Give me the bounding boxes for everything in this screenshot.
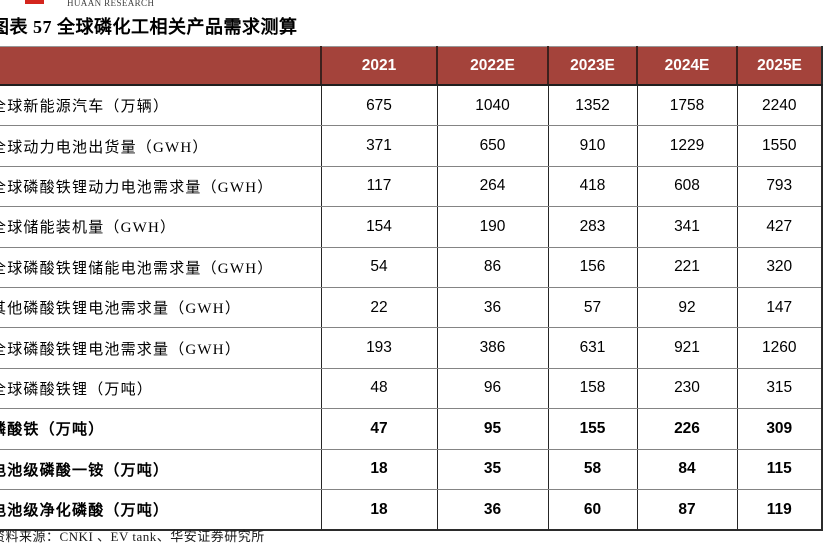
cell-value: 57 xyxy=(547,287,637,329)
row-label: 磷酸铁（万吨） xyxy=(0,408,321,450)
cell-value: 155 xyxy=(547,408,637,450)
cell-value: 119 xyxy=(736,489,823,532)
cell-value: 1550 xyxy=(736,125,823,167)
cell-value: 54 xyxy=(320,247,437,288)
cell-value: 631 xyxy=(547,327,637,369)
table-row: 全球磷酸铁锂动力电池需求量（GWH） 117 264 418 608 793 xyxy=(0,166,823,208)
row-label: 全球动力电池出货量（GWH） xyxy=(0,125,321,167)
cell-value: 675 xyxy=(320,85,437,127)
cell-value: 226 xyxy=(636,408,737,450)
table-header: 2021 2022E 2023E 2024E 2025E xyxy=(0,46,823,86)
table-row: 电池级净化磷酸（万吨） 18 36 60 87 119 xyxy=(0,489,823,532)
cell-value: 1229 xyxy=(636,125,737,167)
cell-value: 371 xyxy=(320,125,437,167)
row-label: 全球磷酸铁锂（万吨） xyxy=(0,368,321,410)
column-header-2024e: 2024E xyxy=(636,46,737,86)
cell-value: 36 xyxy=(436,287,548,329)
cell-value: 156 xyxy=(547,247,637,288)
cell-value: 418 xyxy=(547,166,637,208)
row-label: 全球磷酸铁锂储能电池需求量（GWH） xyxy=(0,247,321,288)
cell-value: 18 xyxy=(320,449,437,490)
cell-value: 47 xyxy=(320,408,437,450)
cell-value: 84 xyxy=(636,449,737,490)
table-row: 全球磷酸铁锂储能电池需求量（GWH） 54 86 156 221 320 xyxy=(0,247,823,288)
cell-value: 793 xyxy=(736,166,823,208)
row-label: 全球储能装机量（GWH） xyxy=(0,206,321,248)
row-label: 其他磷酸铁锂电池需求量（GWH） xyxy=(0,287,321,329)
source-note: 资料来源：CNKI 、EV tank、华安证券研究所 xyxy=(0,529,265,544)
table-row: 电池级磷酸一铵（万吨） 18 35 58 84 115 xyxy=(0,449,823,490)
cell-value: 1352 xyxy=(547,85,637,127)
cell-value: 283 xyxy=(547,206,637,248)
cell-value: 1260 xyxy=(736,327,823,369)
column-header-2022e: 2022E xyxy=(436,46,548,86)
cell-value: 86 xyxy=(436,247,548,288)
cell-value: 115 xyxy=(736,449,823,490)
column-header-2025e: 2025E xyxy=(736,46,823,86)
table-body: 全球新能源汽车（万辆） 675 1040 1352 1758 2240 全球动力… xyxy=(0,85,823,532)
row-label: 电池级净化磷酸（万吨） xyxy=(0,489,321,532)
cell-value: 2240 xyxy=(736,85,823,127)
brand-name: HUAAN RESEARCH xyxy=(67,0,155,8)
cell-value: 22 xyxy=(320,287,437,329)
cell-value: 36 xyxy=(436,489,548,532)
cell-value: 190 xyxy=(436,206,548,248)
cell-value: 1040 xyxy=(436,85,548,127)
cell-value: 650 xyxy=(436,125,548,167)
header-row: 2021 2022E 2023E 2024E 2025E xyxy=(0,46,823,86)
figure-title: 图表 57 全球磷化工相关产品需求测算 xyxy=(0,17,298,37)
table-row: 全球磷酸铁锂电池需求量（GWH） 193 386 631 921 1260 xyxy=(0,327,823,369)
cell-value: 154 xyxy=(320,206,437,248)
cell-value: 264 xyxy=(436,166,548,208)
cell-value: 230 xyxy=(636,368,737,410)
row-label: 全球新能源汽车（万辆） xyxy=(0,85,321,127)
cell-value: 221 xyxy=(636,247,737,288)
table-row: 全球储能装机量（GWH） 154 190 283 341 427 xyxy=(0,206,823,248)
cell-value: 1758 xyxy=(636,85,737,127)
cell-value: 309 xyxy=(736,408,823,450)
cell-value: 92 xyxy=(636,287,737,329)
row-label: 全球磷酸铁锂动力电池需求量（GWH） xyxy=(0,166,321,208)
cell-value: 117 xyxy=(320,166,437,208)
table-row: 全球磷酸铁锂（万吨） 48 96 158 230 315 xyxy=(0,368,823,410)
column-header-2023e: 2023E xyxy=(547,46,637,86)
table-row: 磷酸铁（万吨） 47 95 155 226 309 xyxy=(0,408,823,450)
column-header-2021: 2021 xyxy=(320,46,437,86)
cell-value: 58 xyxy=(547,449,637,490)
cell-value: 48 xyxy=(320,368,437,410)
cell-value: 193 xyxy=(320,327,437,369)
cell-value: 315 xyxy=(736,368,823,410)
huaan-logo-mark xyxy=(25,0,44,4)
cell-value: 910 xyxy=(547,125,637,167)
cell-value: 608 xyxy=(636,166,737,208)
cell-value: 87 xyxy=(636,489,737,532)
cell-value: 158 xyxy=(547,368,637,410)
cell-value: 147 xyxy=(736,287,823,329)
row-label: 电池级磷酸一铵（万吨） xyxy=(0,449,321,490)
column-header-label xyxy=(0,46,321,86)
cell-value: 35 xyxy=(436,449,548,490)
cell-value: 18 xyxy=(320,489,437,532)
table-row: 全球新能源汽车（万辆） 675 1040 1352 1758 2240 xyxy=(0,85,823,127)
demand-forecast-table: 2021 2022E 2023E 2024E 2025E 全球新能源汽车（万辆）… xyxy=(0,46,823,532)
row-label: 全球磷酸铁锂电池需求量（GWH） xyxy=(0,327,321,369)
table-row: 其他磷酸铁锂电池需求量（GWH） 22 36 57 92 147 xyxy=(0,287,823,329)
cell-value: 386 xyxy=(436,327,548,369)
cell-value: 921 xyxy=(636,327,737,369)
cell-value: 60 xyxy=(547,489,637,532)
table-row: 全球动力电池出货量（GWH） 371 650 910 1229 1550 xyxy=(0,125,823,167)
cell-value: 96 xyxy=(436,368,548,410)
cell-value: 427 xyxy=(736,206,823,248)
cell-value: 341 xyxy=(636,206,737,248)
cell-value: 320 xyxy=(736,247,823,288)
cell-value: 95 xyxy=(436,408,548,450)
